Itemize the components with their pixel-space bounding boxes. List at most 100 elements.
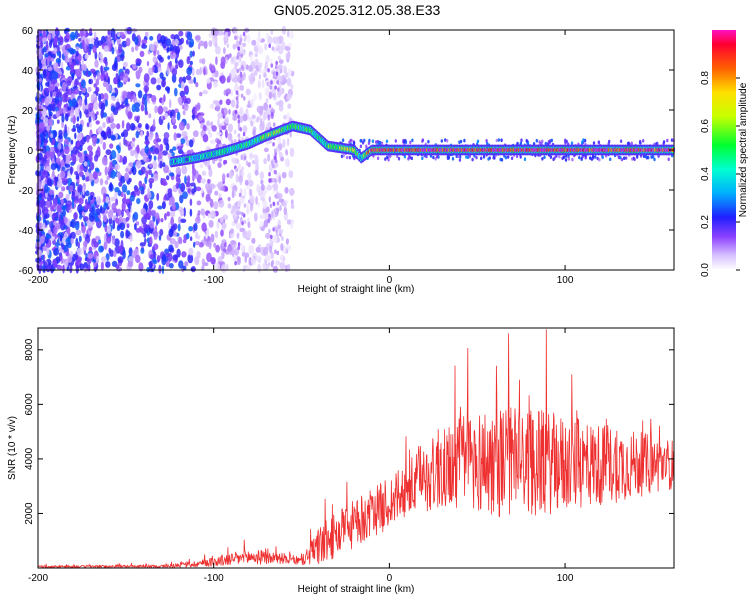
spectrogram-noise-cell (212, 100, 219, 105)
spectrogram-noise-cell (59, 171, 66, 179)
spectrogram-noise-cell (78, 157, 84, 164)
spectrogram-noise-cell (284, 72, 289, 79)
spectrogram-noise-cell (238, 56, 242, 63)
spectrogram-noise-cell (365, 144, 368, 149)
spectrogram-noise-cell (39, 235, 45, 244)
spectrogram-noise-cell (143, 232, 147, 238)
spectrogram-noise-cell (227, 203, 232, 209)
spectrogram-noise-cell (269, 203, 273, 208)
spectrogram-noise-cell (65, 252, 70, 257)
spectrogram-noise-cell (180, 138, 186, 145)
spectrogram-noise-cell (71, 153, 76, 162)
spectrogram-noise-cell (125, 139, 128, 147)
spectrogram-noise-cell (238, 257, 241, 263)
spectrogram-noise-cell (286, 138, 290, 146)
spectrogram-noise-cell (154, 147, 160, 155)
spectrogram-noise-cell (94, 217, 100, 222)
spectrogram-noise-cell (66, 200, 72, 207)
spectrogram-noise-cell (108, 217, 113, 225)
spectrogram-noise-cell (122, 155, 128, 165)
spectrogram-noise-cell (276, 191, 280, 196)
spectrogram-noise-cell (226, 173, 230, 178)
spectrogram-noise-cell (125, 229, 129, 239)
spectrogram-noise-cell (271, 260, 275, 265)
spectrogram-noise-cell (109, 154, 113, 161)
spectrogram-noise-cell (95, 195, 102, 206)
spectrogram-noise-cell (626, 141, 630, 146)
spectrogram-noise-cell (145, 170, 149, 179)
spectrogram-noise-cell (78, 197, 84, 205)
spectrogram-noise-cell (48, 107, 52, 115)
spectrogram-noise-cell (148, 169, 152, 176)
spectrogram-noise-cell (111, 63, 118, 72)
spectrogram-noise-cell (185, 181, 191, 188)
y-tick-label: 8000 (24, 338, 35, 361)
spectrogram-noise-cell (49, 146, 55, 152)
spectrogram-noise-cell (64, 145, 70, 155)
x-tick-label: 100 (557, 573, 574, 584)
spectrogram-noise-cell (179, 90, 186, 98)
spectrogram-noise-cell (255, 246, 261, 253)
spectrogram-noise-cell (61, 114, 65, 123)
spectrogram-noise-cell (79, 214, 82, 220)
spectrogram-noise-cell (75, 265, 79, 274)
spectrogram-noise-cell (191, 168, 197, 177)
spectrogram-noise-cell (434, 157, 437, 161)
spectrogram-noise-cell (281, 171, 287, 179)
spectrogram-noise-cell (171, 73, 177, 83)
spectrogram-noise-cell (243, 231, 246, 236)
spectrogram-noise-cell (202, 134, 209, 143)
spectrogram-noise-cell (285, 52, 291, 60)
x-tick-label: 100 (557, 275, 574, 286)
spectrogram-noise-cell (255, 196, 258, 205)
spectrogram-noise-cell (197, 210, 201, 216)
spectrogram-noise-cell (189, 139, 194, 148)
spectrogram-noise-cell (504, 155, 508, 160)
spectrogram-noise-cell (459, 155, 462, 159)
spectrogram-noise-cell (171, 151, 175, 157)
spectrogram-noise-cell (270, 112, 274, 117)
spectrogram-noise-cell (129, 123, 136, 131)
spectrogram-noise-cell (623, 156, 626, 160)
spectrogram-noise-cell (411, 138, 414, 143)
spectrogram-noise-cell (241, 221, 244, 226)
spectrogram-noise-cell (239, 127, 242, 132)
spectrogram-noise-cell (72, 146, 78, 156)
spectrogram-noise-cell (42, 69, 47, 79)
spectrogram-noise-cell (137, 90, 143, 99)
spectrogram-noise-cell (130, 90, 134, 96)
spectrogram-noise-cell (466, 155, 470, 159)
spectrogram-noise-cell (217, 112, 223, 120)
spectrogram-noise-cell (67, 242, 72, 249)
spectrogram-noise-cell (255, 162, 259, 172)
spectrogram-noise-cell (51, 138, 56, 146)
spectrogram-noise-cell (42, 231, 46, 236)
y-tick-label: -20 (19, 186, 34, 197)
spectrogram-noise-cell (241, 211, 244, 217)
spectrogram-noise-cell (221, 251, 225, 260)
spectrogram-noise-cell (403, 154, 407, 159)
spectrogram-noise-cell (223, 89, 227, 96)
spectrogram-noise-cell (105, 72, 109, 80)
spectrogram-noise-cell (131, 46, 135, 53)
spectrogram-noise-cell (77, 139, 80, 148)
spectrogram-noise-cell (167, 188, 173, 195)
spectrogram-noise-cell (159, 228, 164, 236)
spectrogram-noise-cell (145, 123, 149, 130)
spectrogram-noise-cell (116, 224, 121, 232)
spectrogram-noise-cell (254, 64, 258, 70)
spectrogram-noise-cell (186, 175, 191, 184)
spectrogram-noise-cell (189, 60, 193, 66)
spectrogram-noise-cell (238, 192, 242, 198)
spectrogram-noise-cell (110, 116, 114, 124)
spectrogram-noise-cell (114, 163, 120, 170)
spectrogram-noise-cell (175, 64, 179, 70)
spectrogram-noise-cell (247, 162, 251, 168)
spectrogram-noise-cell (290, 70, 295, 77)
spectrogram-noise-cell (257, 189, 264, 197)
spectrogram-noise-cell (74, 30, 79, 39)
spectrogram-noise-cell (245, 202, 250, 209)
spectrogram-noise-cell (68, 99, 72, 108)
spectrogram-noise-cell (220, 229, 224, 237)
spectrogram-noise-cell (368, 138, 371, 143)
